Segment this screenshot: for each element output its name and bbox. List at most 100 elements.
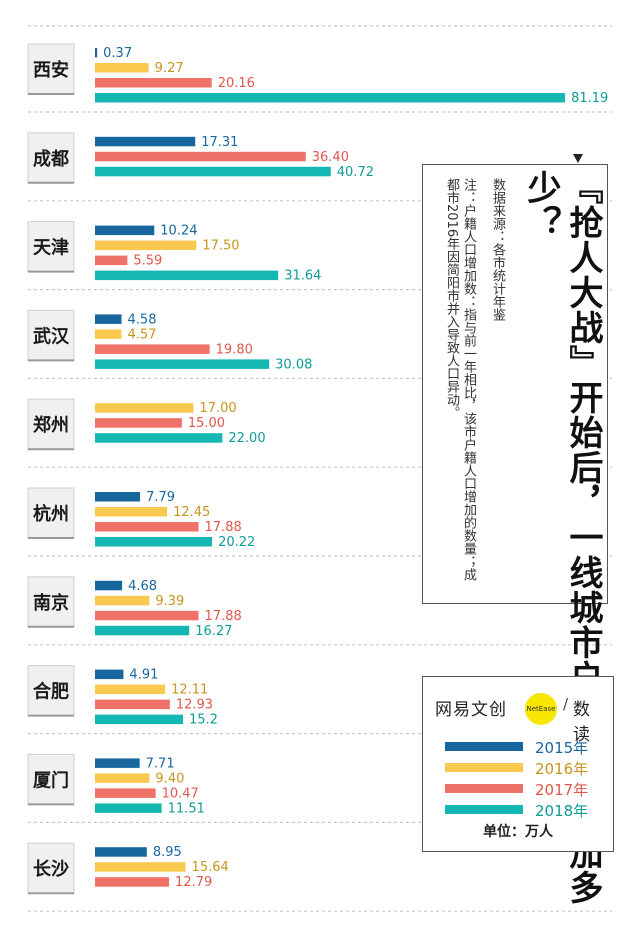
bar-value-label: 9.40 bbox=[155, 771, 184, 786]
bar-value-label: 17.31 bbox=[201, 135, 238, 150]
footnote: 注：户籍人口增加数：指与前一年相比，该市户籍人口增加的数量；成都市2016年因简… bbox=[444, 178, 476, 581]
bar-value-label: 40.72 bbox=[337, 165, 374, 180]
bar-value-label: 9.39 bbox=[155, 594, 184, 609]
bar bbox=[95, 714, 184, 725]
bar-value-label: 0.37 bbox=[103, 46, 132, 61]
bar-value-label: 36.40 bbox=[312, 150, 349, 165]
brand-slash: / bbox=[563, 695, 569, 713]
legend-item-2015: 2015年 bbox=[445, 737, 605, 757]
bar-value-label: 12.11 bbox=[171, 683, 208, 698]
bar bbox=[95, 788, 156, 798]
bar-value-label: 17.00 bbox=[199, 401, 236, 416]
bar-value-label: 9.27 bbox=[155, 61, 184, 76]
brand-sub: 数读 bbox=[573, 700, 590, 745]
legend-label-2015: 2015年 bbox=[535, 739, 589, 757]
bar bbox=[95, 522, 199, 532]
bar bbox=[95, 63, 149, 73]
bar-value-label: 4.68 bbox=[128, 579, 157, 594]
bar bbox=[95, 314, 122, 324]
bar bbox=[95, 877, 170, 887]
city-label: 合肥 bbox=[33, 681, 69, 703]
bar bbox=[95, 669, 124, 680]
bar-value-label: 11.51 bbox=[168, 801, 205, 816]
city-label: 厦门 bbox=[33, 769, 69, 791]
bar-value-label: 5.59 bbox=[133, 254, 162, 269]
bar bbox=[95, 329, 122, 339]
bar bbox=[95, 151, 306, 162]
bar-value-label: 20.22 bbox=[218, 535, 255, 550]
legend-label-2017: 2017年 bbox=[535, 781, 589, 799]
city-label: 长沙 bbox=[33, 859, 69, 880]
bar bbox=[95, 255, 128, 266]
city-label-box bbox=[27, 309, 75, 361]
bar bbox=[95, 758, 140, 768]
legend-item-2017: 2017年 bbox=[445, 779, 605, 799]
bar-value-label: 16.27 bbox=[195, 624, 232, 639]
legend-swatch-2018 bbox=[445, 805, 523, 814]
bar bbox=[95, 344, 210, 354]
bar-value-label: 15.2 bbox=[189, 713, 218, 728]
bar-value-label: 20.16 bbox=[218, 76, 255, 91]
bar-value-label: 4.91 bbox=[129, 668, 158, 683]
title-arrow-icon bbox=[573, 154, 583, 163]
bar-value-label: 31.64 bbox=[284, 269, 321, 284]
bar bbox=[95, 225, 155, 236]
city-label-box bbox=[27, 43, 75, 95]
bar-value-label: 7.79 bbox=[146, 490, 175, 505]
bar bbox=[95, 625, 190, 636]
bar bbox=[95, 270, 279, 281]
netease-badge-icon: NetEase bbox=[525, 693, 557, 725]
legend-item-2018: 2018年 bbox=[445, 800, 605, 820]
legend-label-2018: 2018年 bbox=[535, 802, 589, 820]
bar bbox=[95, 359, 270, 369]
bar bbox=[95, 166, 331, 177]
bar-value-label: 12.79 bbox=[175, 875, 212, 890]
bar bbox=[95, 684, 166, 695]
bar bbox=[95, 418, 182, 428]
bar-value-label: 30.08 bbox=[275, 357, 312, 372]
city-label-box bbox=[27, 753, 75, 805]
legend-swatch-2017 bbox=[445, 784, 523, 793]
brand-logo: 网易文创 NetEase / 数读 bbox=[435, 693, 605, 745]
bar-value-label: 19.80 bbox=[216, 342, 253, 357]
city-label-box bbox=[27, 487, 75, 539]
bar-value-label: 10.24 bbox=[160, 224, 197, 239]
bar-value-label: 81.19 bbox=[571, 91, 608, 106]
bar bbox=[95, 433, 223, 443]
bar-value-label: 7.71 bbox=[146, 756, 175, 771]
city-label-box bbox=[27, 842, 75, 894]
bar bbox=[95, 537, 213, 547]
bar bbox=[95, 773, 150, 783]
legend-swatch-2015 bbox=[445, 742, 523, 751]
city-label-box bbox=[27, 665, 75, 717]
city-label: 西安 bbox=[33, 59, 69, 81]
bar bbox=[95, 507, 168, 517]
city-label: 武汉 bbox=[33, 326, 70, 347]
city-label: 杭州 bbox=[33, 503, 69, 525]
bar bbox=[95, 862, 186, 872]
bar-value-label: 17.88 bbox=[205, 609, 242, 624]
bar bbox=[95, 78, 212, 88]
city-label-box bbox=[27, 576, 75, 628]
legend-label-2016: 2016年 bbox=[535, 760, 589, 778]
bar bbox=[95, 403, 194, 413]
bar-value-label: 17.88 bbox=[205, 520, 242, 535]
bar-value-label: 12.93 bbox=[176, 698, 213, 713]
bar bbox=[95, 847, 147, 857]
bar-value-label: 8.95 bbox=[153, 845, 182, 860]
bar-value-label: 15.00 bbox=[188, 416, 225, 431]
bar bbox=[95, 136, 196, 147]
city-label: 成都 bbox=[33, 148, 69, 170]
bar bbox=[95, 699, 170, 710]
bar bbox=[95, 240, 197, 251]
bar-value-label: 12.45 bbox=[173, 505, 210, 520]
city-label: 南京 bbox=[33, 592, 69, 614]
city-label-box bbox=[27, 132, 75, 184]
bar-value-label: 4.57 bbox=[127, 327, 156, 342]
legend: 网易文创 NetEase / 数读 2015年 2016年 2017年 2018… bbox=[422, 676, 614, 852]
bar-value-label: 15.64 bbox=[192, 860, 229, 875]
bar bbox=[95, 492, 141, 502]
bar bbox=[95, 803, 162, 813]
bar bbox=[95, 93, 566, 103]
